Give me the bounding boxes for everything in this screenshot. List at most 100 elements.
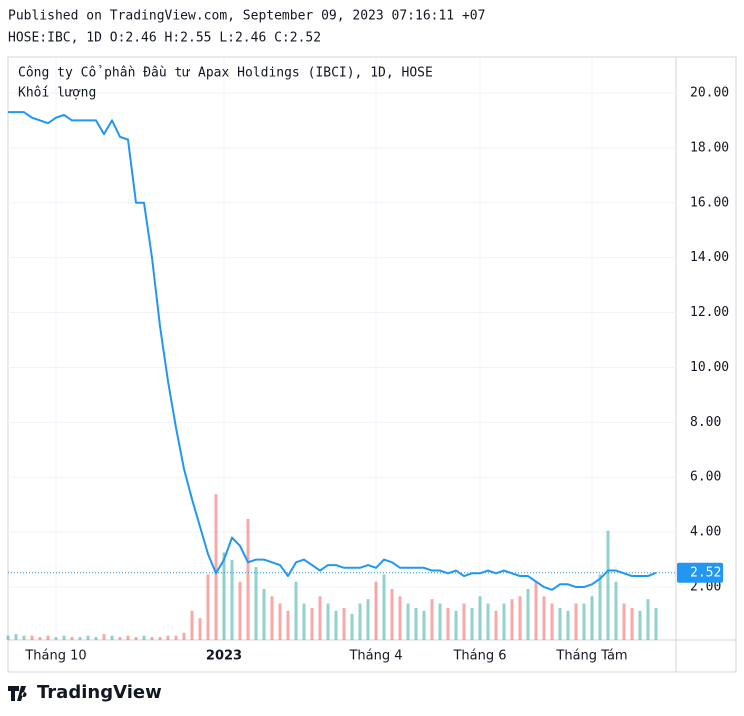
- volume-bar: [454, 610, 458, 640]
- volume-bar: [270, 596, 274, 640]
- volume-bar: [238, 581, 242, 640]
- volume-bar: [158, 637, 162, 640]
- volume-bar: [150, 637, 154, 640]
- volume-bar: [214, 494, 218, 640]
- volume-bar: [30, 635, 34, 640]
- volume-bar: [510, 599, 514, 640]
- volume-bar: [190, 610, 194, 640]
- volume-bar: [22, 635, 26, 640]
- y-tick-label: 6.00: [690, 470, 721, 485]
- volume-bar: [102, 634, 106, 640]
- y-tick-label: 14.00: [690, 250, 729, 265]
- y-tick-label: 2.00: [690, 580, 721, 595]
- legend-symbol: Công ty Cổ phần Đầu tư Apax Holdings (IB…: [18, 66, 433, 81]
- volume-bar: [518, 596, 522, 640]
- logo: [8, 686, 27, 701]
- volume-bar: [318, 596, 322, 640]
- volume-bar: [462, 603, 466, 640]
- volume-bar: [230, 559, 234, 640]
- volume-bar: [174, 635, 178, 640]
- price-line: [8, 111, 657, 591]
- volume-bar: [542, 596, 546, 640]
- x-tick-label: Tháng 10: [24, 649, 86, 664]
- volume-bar: [502, 603, 506, 640]
- volume-bar: [598, 574, 602, 640]
- volume-bar: [422, 610, 426, 640]
- volume-bar: [494, 610, 498, 640]
- volume-bar: [78, 637, 82, 640]
- y-tick-label: 20.00: [690, 85, 729, 100]
- volume-bar: [350, 613, 354, 640]
- chart-frame: [7, 56, 737, 673]
- volume-bar: [606, 530, 610, 640]
- volume-bar: [654, 607, 658, 640]
- volume-bar: [166, 635, 170, 640]
- volume-bar: [222, 552, 226, 640]
- y-tick-label: 8.00: [690, 415, 721, 430]
- volume-bar: [614, 581, 618, 640]
- symbol-line: HOSE:IBC, 1D O:2.46 H:2.55 L:2.46 C:2.52: [8, 31, 321, 46]
- volume-bar: [574, 603, 578, 640]
- volume-bar: [342, 607, 346, 640]
- volume-bar: [550, 603, 554, 640]
- volume-bar: [390, 588, 394, 640]
- volume-bar: [414, 607, 418, 640]
- volume-bar: [478, 596, 482, 640]
- volume-bar: [182, 632, 186, 640]
- last-price-label: 2.52: [690, 565, 721, 580]
- volume-bar: [334, 610, 338, 640]
- volume-bar: [646, 599, 650, 640]
- volume-bar: [398, 596, 402, 640]
- last-price-tag: [677, 562, 723, 583]
- volume-bar: [382, 574, 386, 640]
- volume-bar: [134, 637, 138, 640]
- volume-bar: [62, 635, 66, 640]
- volume-bar: [534, 581, 538, 640]
- volume-bar: [126, 635, 130, 640]
- x-tick-label: Tháng 4: [348, 649, 402, 664]
- volume-bar: [558, 607, 562, 640]
- volume-bar: [374, 581, 378, 640]
- volume-bar: [278, 603, 282, 640]
- volume-bar: [438, 603, 442, 640]
- volume-bar: [470, 607, 474, 640]
- x-tick-label: 2023: [206, 649, 242, 664]
- brand: TradingView: [37, 682, 162, 703]
- volume-bar: [622, 603, 626, 640]
- volume-bar: [262, 588, 266, 640]
- volume-bar: [110, 635, 114, 640]
- y-tick-label: 10.00: [690, 360, 729, 375]
- volume-bar: [198, 618, 202, 640]
- volume-bar: [46, 635, 50, 640]
- y-tick-label: 16.00: [690, 195, 729, 210]
- volume-bar: [54, 637, 58, 640]
- volume-bar: [246, 519, 250, 640]
- volume-bar: [286, 610, 290, 640]
- volume-bar: [94, 637, 98, 640]
- volume-bar: [566, 610, 570, 640]
- volume-bar: [406, 603, 410, 640]
- volume-bar: [302, 603, 306, 640]
- volume-bar: [118, 637, 122, 640]
- x-tick-label: Tháng 6: [452, 649, 506, 664]
- volume-bar: [38, 637, 42, 640]
- legend-volume: Khối lượng: [18, 86, 96, 101]
- volume-bar: [326, 603, 330, 640]
- volume-bar: [254, 567, 258, 640]
- volume-bar: [70, 637, 74, 640]
- y-tick-label: 12.00: [690, 305, 729, 320]
- volume-bar: [446, 607, 450, 640]
- published-line: Published on TradingView.com, September …: [8, 9, 485, 24]
- volume-bar: [590, 596, 594, 640]
- volume-bar: [310, 607, 314, 640]
- volume-bar: [206, 574, 210, 640]
- volume-bar: [430, 599, 434, 640]
- y-tick-label: 4.00: [690, 525, 721, 540]
- volume-bar: [358, 603, 362, 640]
- volume-bar: [630, 607, 634, 640]
- volume-bar: [526, 588, 530, 640]
- volume-bar: [294, 581, 298, 640]
- y-tick-label: 18.00: [690, 140, 729, 155]
- volume-bar: [582, 603, 586, 640]
